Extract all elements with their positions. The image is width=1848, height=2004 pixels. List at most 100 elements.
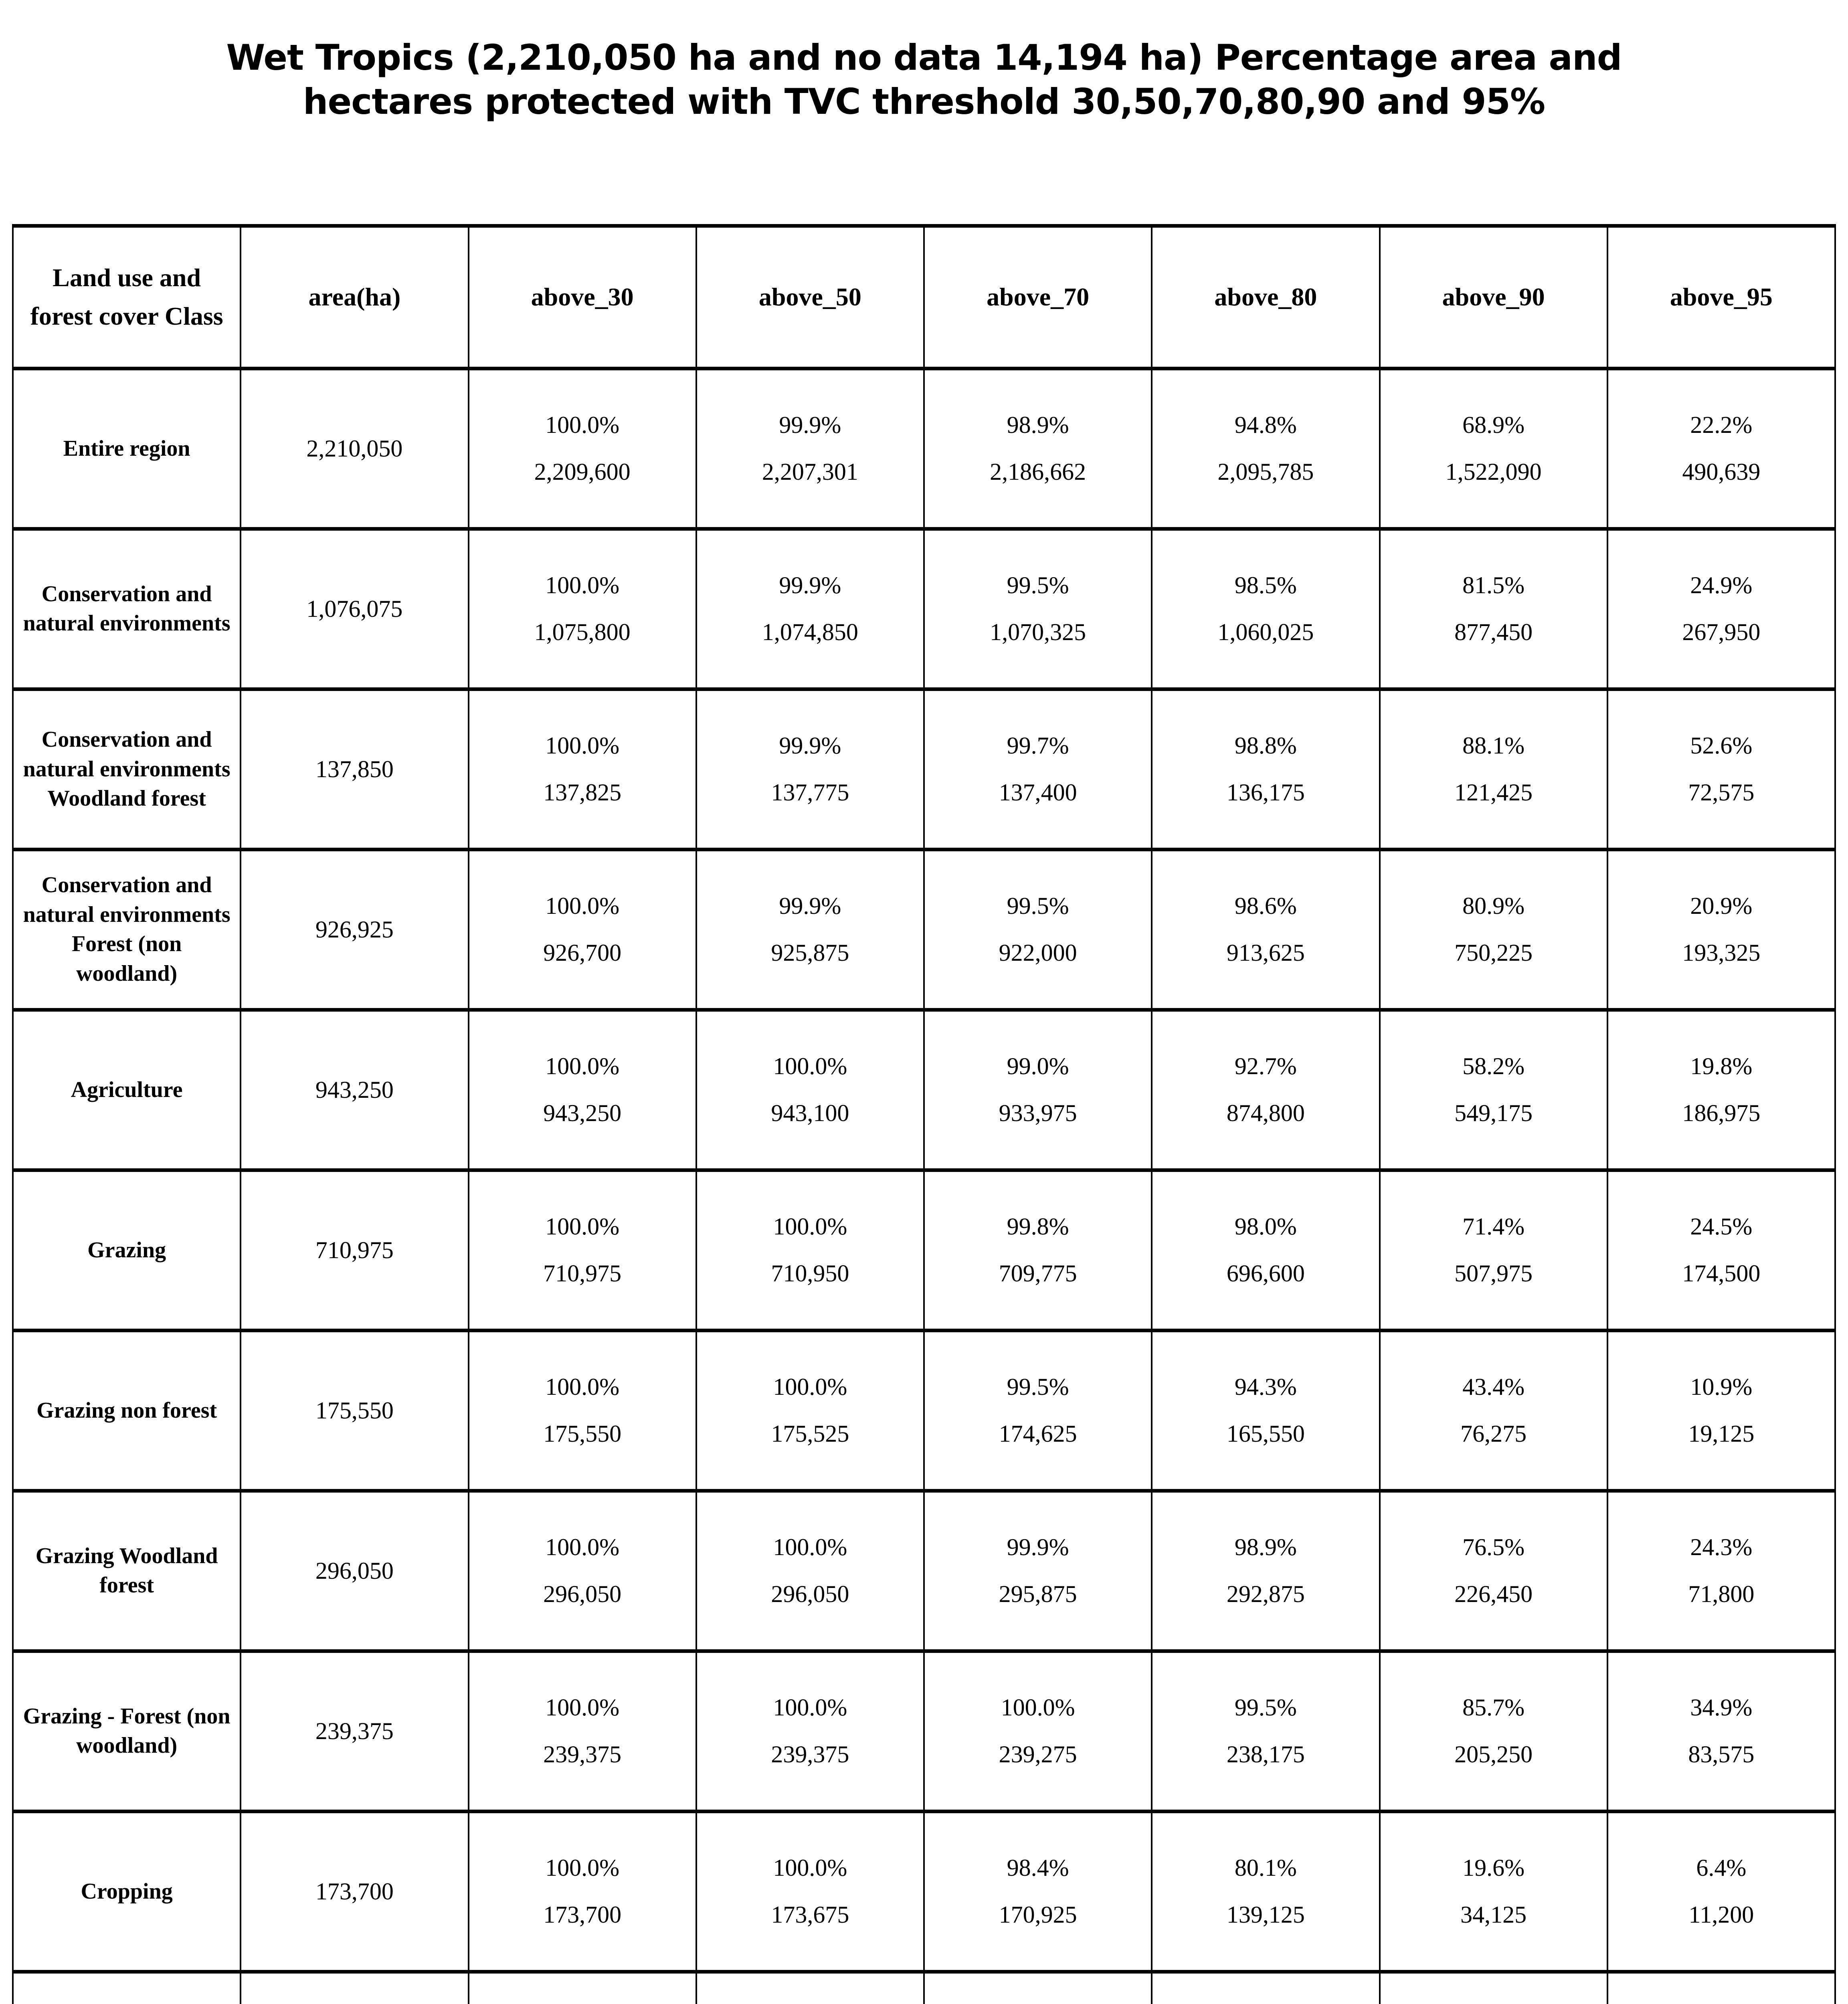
hectares-value: 34,125 <box>1460 1901 1527 1928</box>
threshold-value-cell: 100.0% 296,050 <box>695 1491 925 1651</box>
percent-value: 99.9% <box>779 412 841 438</box>
hectares-value: 165,550 <box>1226 1420 1305 1447</box>
percent-value: 6.4% <box>1696 1855 1747 1881</box>
table-row: Cropping 173,700 100.0% 173,700 100.0% 173,67… <box>12 1811 1836 1972</box>
percent-value: 34.9% <box>1690 1694 1753 1721</box>
threshold-value-cell: 24.3% 71,800 <box>1606 1491 1836 1651</box>
hectares-value: 239,275 <box>999 1741 1077 1768</box>
hectares-value: 1,060,025 <box>1217 619 1314 646</box>
hectares-value: 750,225 <box>1454 939 1533 966</box>
table-header-row: Land use and forest cover Class area(ha) a… <box>12 226 1836 369</box>
threshold-value-cell: 85.7% 205,250 <box>1379 1651 1608 1812</box>
hectares-value: 296,050 <box>543 1581 622 1608</box>
threshold-value-cell: 20.9% 193,325 <box>1606 849 1836 1010</box>
percent-value: 52.6% <box>1690 732 1753 759</box>
hectares-value: 238,175 <box>1226 1741 1305 1768</box>
table-row: Irrigation58,525100.0%58,52599.8%58,4259… <box>12 1972 1836 2004</box>
percent-value: 85.7% <box>1462 1694 1525 1721</box>
percent-value: 71.4% <box>1462 1213 1525 1240</box>
threshold-value-cell: 68.9% 1,522,090 <box>1379 368 1608 529</box>
threshold-value-cell: 98.0% 696,600 <box>1151 1170 1381 1331</box>
threshold-value-cell: 100.0%58,525 <box>467 1972 697 2004</box>
page-title-line2: hectares protected with TVC threshold 30… <box>303 81 1545 122</box>
hectares-value: 913,625 <box>1226 939 1305 966</box>
percent-value: 100.0% <box>545 1694 620 1721</box>
hectares-value: 2,209,600 <box>534 459 631 485</box>
hectares-value: 19,125 <box>1688 1420 1755 1447</box>
percent-value: 19.6% <box>1462 1855 1525 1881</box>
hectares-value: 925,875 <box>771 939 849 966</box>
hectares-value: 175,525 <box>771 1420 849 1447</box>
threshold-value-cell: 10.9% 19,125 <box>1606 1330 1836 1491</box>
hectares-value: 136,175 <box>1226 779 1305 806</box>
column-header-0: Land use and forest cover Class <box>12 226 242 369</box>
percent-value: 81.5% <box>1462 572 1525 599</box>
hectares-value: 549,175 <box>1454 1100 1533 1127</box>
percent-value: 100.0% <box>773 1374 847 1400</box>
threshold-value-cell: 100.0% 175,525 <box>695 1330 925 1491</box>
percent-value: 100.0% <box>545 732 620 759</box>
row-label: Entire region <box>12 368 242 529</box>
row-label: Conservation and natural environments Wo… <box>12 689 242 850</box>
row-label: Grazing <box>12 1170 242 1331</box>
percent-value: 99.9% <box>1007 1534 1069 1561</box>
percent-value: 43.4% <box>1462 1374 1525 1400</box>
hectares-value: 2,207,301 <box>762 459 858 485</box>
percent-value: 99.5% <box>1234 1694 1297 1721</box>
percent-value: 68.9% <box>1462 412 1525 438</box>
hectares-value: 76,275 <box>1460 1420 1527 1447</box>
percent-value: 10.9% <box>1690 1374 1753 1400</box>
page-title-line1: Wet Tropics (2,210,050 ha and no data 14… <box>226 36 1622 78</box>
hectares-value: 926,700 <box>543 939 622 966</box>
percent-value: 99.5% <box>1007 893 1069 919</box>
row-label: Cropping <box>12 1811 242 1972</box>
percent-value: 20.9% <box>1690 893 1753 919</box>
table-row: Agriculture 943,250 100.0% 943,250 100.0% 943… <box>12 1010 1836 1170</box>
row-label: Grazing Woodland forest <box>12 1491 242 1651</box>
hectares-value: 295,875 <box>999 1581 1077 1608</box>
hectares-value: 239,375 <box>543 1741 622 1768</box>
percent-value: 100.0% <box>773 1855 847 1881</box>
percent-value: 100.0% <box>545 893 620 919</box>
hectares-value: 137,825 <box>543 779 622 806</box>
threshold-value-cell: 99.5% 1,070,325 <box>923 529 1153 689</box>
hectares-value: 709,775 <box>999 1260 1077 1287</box>
percent-value: 19.8% <box>1690 1053 1753 1080</box>
threshold-value-cell: 76.5% 226,450 <box>1379 1491 1608 1651</box>
threshold-value-cell: 92.7% 874,800 <box>1151 1010 1381 1170</box>
threshold-value-cell: 99.5% 238,175 <box>1151 1651 1381 1812</box>
percent-value: 100.0% <box>545 1534 620 1561</box>
hectares-value: 174,625 <box>999 1420 1077 1447</box>
threshold-value-cell: 52.6% 72,575 <box>1606 689 1836 850</box>
threshold-value-cell: 100.0% 296,050 <box>467 1491 697 1651</box>
threshold-value-cell: 99.9% 137,775 <box>695 689 925 850</box>
report-page: Wet Tropics (2,210,050 ha and no data 14… <box>0 24 1848 2004</box>
hectares-value: 507,975 <box>1454 1260 1533 1287</box>
threshold-value-cell: 100.0% 239,375 <box>695 1651 925 1812</box>
table-body: Entire region 2,210,050 100.0% 2,209,600 99.… <box>12 368 1836 2004</box>
threshold-value-cell: 98.8% 136,175 <box>1151 689 1381 850</box>
hectares-value: 296,050 <box>771 1581 849 1608</box>
percent-value: 94.8% <box>1234 412 1297 438</box>
area-ha-cell: 175,550 <box>240 1330 469 1491</box>
threshold-value-cell: 100.0% 926,700 <box>467 849 697 1010</box>
percent-value: 58.2% <box>1462 1053 1525 1080</box>
hectares-value: 173,700 <box>543 1901 622 1928</box>
threshold-value-cell: 24.9% 267,950 <box>1606 529 1836 689</box>
threshold-value-cell: 100.0% 943,100 <box>695 1010 925 1170</box>
page-title: Wet Tropics (2,210,050 ha and no data 14… <box>0 24 1848 124</box>
threshold-value-cell: 6.4% 11,200 <box>1606 1811 1836 1972</box>
hectares-value: 1,070,325 <box>990 619 1086 646</box>
percent-value: 100.0% <box>545 572 620 599</box>
threshold-value-cell: 98.5% 1,060,025 <box>1151 529 1381 689</box>
area-ha-cell: 296,050 <box>240 1491 469 1651</box>
threshold-value-cell: 88.1% 121,425 <box>1379 689 1608 850</box>
threshold-value-cell: 19.6% 34,125 <box>1379 1811 1608 1972</box>
hectares-value: 877,450 <box>1454 619 1533 646</box>
percent-value: 99.7% <box>1007 732 1069 759</box>
percent-value: 99.9% <box>779 893 841 919</box>
threshold-value-cell: 99.8%58,425 <box>695 1972 925 2004</box>
percent-value: 100.0% <box>773 1534 847 1561</box>
area-ha-cell: 710,975 <box>240 1170 469 1331</box>
percent-value: 99.8% <box>1007 1213 1069 1240</box>
